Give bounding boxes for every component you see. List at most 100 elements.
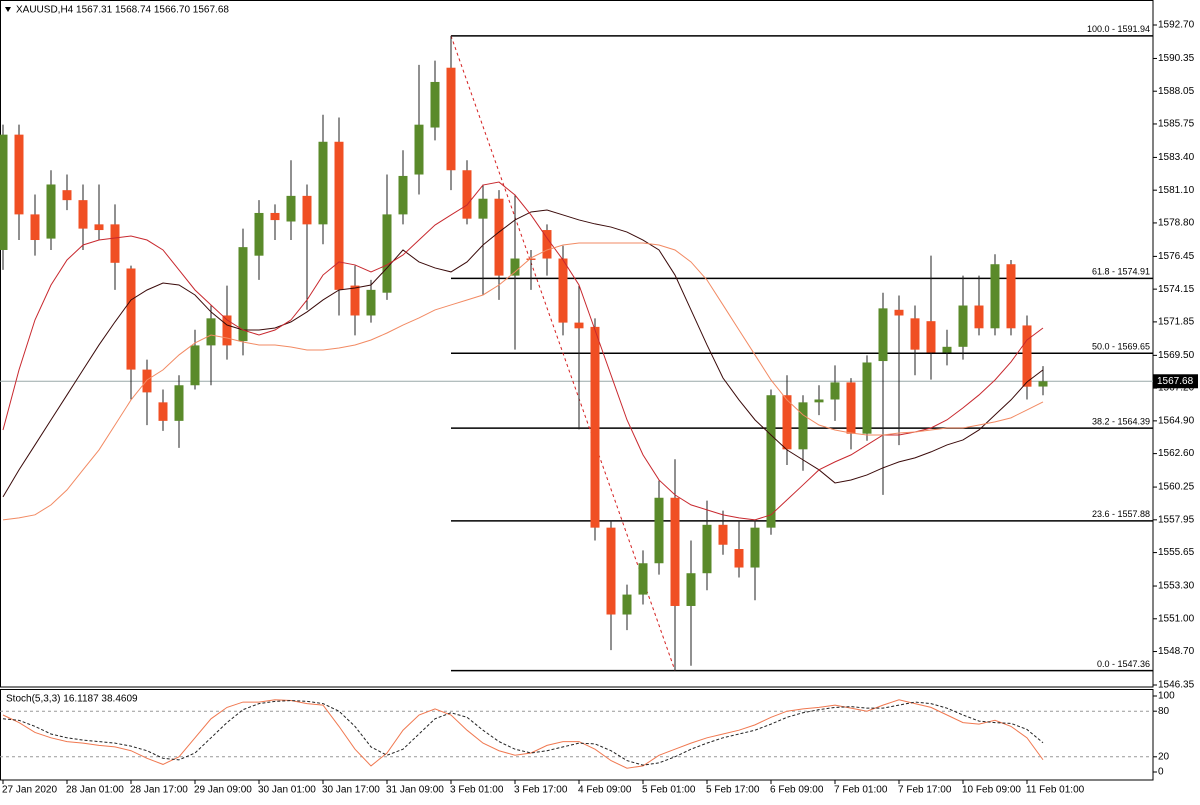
x-tick-label: 4 Feb 09:00 <box>578 785 632 796</box>
candle-body <box>558 258 568 323</box>
candle-body <box>526 258 536 260</box>
x-tick-label: 5 Feb 01:00 <box>642 785 696 796</box>
candle-body <box>62 190 72 201</box>
y-tick-label: 1578.80 <box>1158 218 1195 229</box>
candle-body <box>830 382 840 400</box>
candle-body <box>542 230 552 259</box>
y-tick-label: 1583.40 <box>1158 152 1195 163</box>
candle-body <box>318 141 328 225</box>
candle-body <box>510 258 520 276</box>
y-tick-label: 80 <box>1158 706 1170 717</box>
y-tick-label: 1571.85 <box>1158 317 1195 328</box>
candle-body <box>926 321 936 353</box>
x-tick-label: 11 Feb 01:00 <box>1026 785 1085 796</box>
candle-body <box>894 309 904 316</box>
moving-average <box>2 242 1044 521</box>
candle-body <box>462 170 472 219</box>
candle-body <box>446 67 456 171</box>
candle-body <box>254 212 264 256</box>
y-tick-label: 1590.35 <box>1158 53 1195 64</box>
candle-body <box>798 402 808 450</box>
candle-body <box>0 134 8 250</box>
menu-arrow[interactable] <box>5 7 11 12</box>
candle-body <box>782 395 792 450</box>
candle-body <box>910 318 920 350</box>
candle-body <box>766 395 776 528</box>
candle-body <box>14 134 24 215</box>
candle-body <box>78 200 88 229</box>
x-tick-label: 10 Feb 09:00 <box>962 785 1021 796</box>
y-tick-label: 1576.45 <box>1158 251 1195 262</box>
current-price-label: 1567.68 <box>1157 376 1194 387</box>
candle-body <box>142 369 152 393</box>
chart-title: XAUUSD,H4 1567.31 1568.74 1566.70 1567.6… <box>16 5 229 16</box>
candle-body <box>1038 381 1048 387</box>
y-tick-label: 20 <box>1158 751 1170 762</box>
fib-trendline <box>450 35 676 671</box>
x-tick-label: 27 Jan 2020 <box>2 785 57 796</box>
candle-body <box>990 264 1000 329</box>
stoch-line <box>2 700 1044 766</box>
candle-body <box>126 268 136 370</box>
x-tick-label: 7 Feb 17:00 <box>898 785 952 796</box>
candle-body <box>30 214 40 241</box>
x-tick-label: 31 Jan 09:00 <box>386 785 444 796</box>
candle-body <box>862 362 872 434</box>
candle-body <box>238 247 248 342</box>
x-tick-label: 28 Jan 01:00 <box>66 785 124 796</box>
y-tick-label: 1551.00 <box>1158 613 1195 624</box>
candle-body <box>606 527 616 615</box>
candle-body <box>414 124 424 175</box>
candle-body <box>398 175 408 215</box>
indicator-title: Stoch(5,3,3) 16.1187 38.4609 <box>6 694 138 705</box>
fib-label: 100.0 - 1591.94 <box>1087 24 1150 34</box>
x-tick-label: 5 Feb 17:00 <box>706 785 760 796</box>
candle-body <box>638 563 648 595</box>
candle-body <box>286 195 296 222</box>
stoch-line <box>2 699 1044 769</box>
y-tick-label: 1569.50 <box>1158 350 1195 361</box>
fib-label: 23.6 - 1557.88 <box>1092 509 1150 519</box>
y-tick-label: 1557.95 <box>1158 514 1195 525</box>
candle-body <box>622 594 632 615</box>
fib-label: 38.2 - 1564.39 <box>1092 416 1150 426</box>
moving-average <box>2 181 1044 521</box>
candle-body <box>94 224 104 231</box>
x-tick-label: 29 Jan 09:00 <box>194 785 252 796</box>
candle-body <box>1006 264 1016 329</box>
candle-body <box>430 81 440 128</box>
stoch-panel-frame <box>0 689 1154 781</box>
y-tick-label: 1574.15 <box>1158 284 1195 295</box>
main-panel-frame <box>0 0 1154 688</box>
x-tick-label: 6 Feb 09:00 <box>770 785 824 796</box>
candle-body <box>350 285 360 316</box>
candle-body <box>46 184 56 239</box>
candle-body <box>942 346 952 353</box>
fib-label: 0.0 - 1547.36 <box>1097 659 1150 669</box>
candle-body <box>158 402 168 421</box>
candle-body <box>734 549 744 568</box>
x-tick-label: 30 Jan 17:00 <box>322 785 380 796</box>
y-tick-label: 1562.60 <box>1158 448 1195 459</box>
candle-body <box>110 224 120 263</box>
candle-body <box>366 289 376 316</box>
candle-body <box>382 214 392 293</box>
candle-body <box>222 315 232 346</box>
y-tick-label: 1564.90 <box>1158 415 1195 426</box>
fib-label: 50.0 - 1569.65 <box>1092 342 1150 352</box>
candle-body <box>270 212 280 221</box>
candle-body <box>190 345 200 386</box>
candle-body <box>1022 325 1032 387</box>
x-tick-label: 28 Jan 17:00 <box>130 785 188 796</box>
current-price-tag <box>1153 374 1198 389</box>
y-tick-label: 1588.05 <box>1158 86 1195 97</box>
y-tick-label: 0 <box>1158 767 1164 778</box>
candle-body <box>814 399 824 403</box>
candle-body <box>590 326 600 528</box>
candle-body <box>206 318 216 346</box>
y-tick-label: 1581.10 <box>1158 185 1195 196</box>
candle-body <box>750 527 760 568</box>
candle-body <box>846 382 856 434</box>
